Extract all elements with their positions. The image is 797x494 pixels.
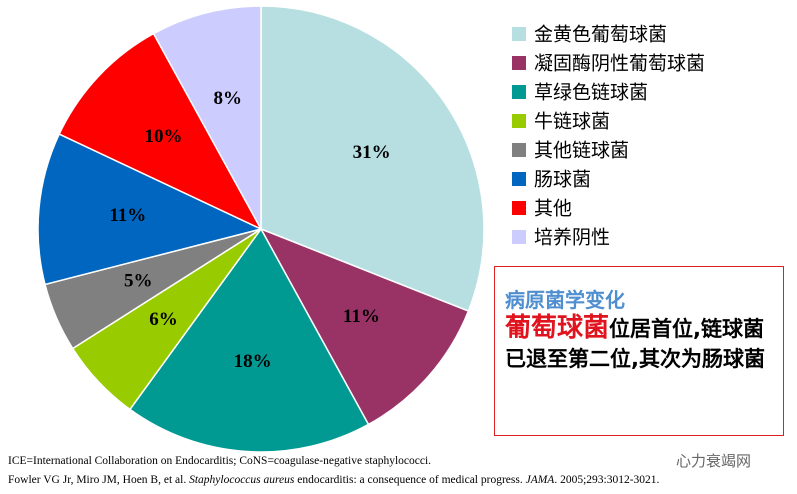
legend-label: 培养阴性 bbox=[534, 227, 610, 249]
legend-swatch bbox=[512, 27, 526, 41]
annotation-title: 病原菌学变化 bbox=[505, 288, 625, 312]
data-label: 11% bbox=[343, 306, 380, 327]
footnote-part: ICE=International Collaboration on Endoc… bbox=[8, 455, 432, 467]
legend-label: 其他链球菌 bbox=[534, 140, 629, 162]
annotation-box: 病原菌学变化 葡萄球菌位居首位,链球菌已退至第二位,其次为肠球菌 bbox=[494, 266, 784, 436]
data-label: 8% bbox=[213, 88, 242, 109]
legend-swatch bbox=[512, 230, 526, 244]
data-label: 5% bbox=[124, 270, 153, 291]
annotation-text: 位居首位,链球菌已退至第二位,其次为肠球菌 bbox=[505, 317, 765, 371]
data-label: 10% bbox=[144, 126, 182, 147]
footnote-part: JAMA bbox=[525, 474, 555, 486]
pie-slice bbox=[128, 227, 370, 453]
pie-slice bbox=[260, 5, 485, 313]
pie-slice bbox=[58, 32, 263, 231]
annotation-highlight: 葡萄球菌 bbox=[505, 313, 610, 343]
data-label: 11% bbox=[109, 205, 146, 226]
legend-swatch bbox=[512, 143, 526, 157]
watermark: 心力衰竭网 bbox=[676, 452, 752, 470]
legend-label: 凝固酶阴性葡萄球菌 bbox=[534, 53, 705, 75]
legend-label: 金黄色葡萄球菌 bbox=[534, 24, 667, 46]
pie-slice bbox=[37, 133, 264, 286]
pie-slice bbox=[259, 227, 470, 426]
annotation-body: 葡萄球菌位居首位,链球菌已退至第二位,其次为肠球菌 bbox=[505, 313, 775, 374]
footnote-part: . 2005;293:3012-3021. bbox=[554, 474, 660, 486]
legend-swatch bbox=[512, 172, 526, 186]
legend-swatch bbox=[512, 201, 526, 215]
legend-swatch bbox=[512, 85, 526, 99]
footnote-part: endocarditis: a consequence of medical p… bbox=[294, 474, 526, 486]
pie-slice bbox=[152, 5, 262, 230]
legend-label: 牛链球菌 bbox=[534, 111, 610, 133]
footnote-part: Fowler VG Jr, Miro JM, Hoen B, et al. bbox=[8, 474, 190, 486]
data-label: 31% bbox=[353, 142, 391, 163]
legend-swatch bbox=[512, 56, 526, 70]
data-label: 18% bbox=[234, 351, 272, 372]
legend-swatch bbox=[512, 114, 526, 128]
footnote: ICE=International Collaboration on Endoc… bbox=[8, 455, 431, 467]
footnote: Fowler VG Jr, Miro JM, Hoen B, et al. St… bbox=[8, 474, 659, 486]
legend-label: 草绿色链球菌 bbox=[534, 82, 648, 104]
legend-label: 肠球菌 bbox=[534, 169, 591, 191]
footnote-part: Staphylococcus aureus bbox=[189, 474, 295, 486]
legend-label: 其他 bbox=[534, 198, 572, 220]
data-label: 6% bbox=[149, 309, 178, 330]
